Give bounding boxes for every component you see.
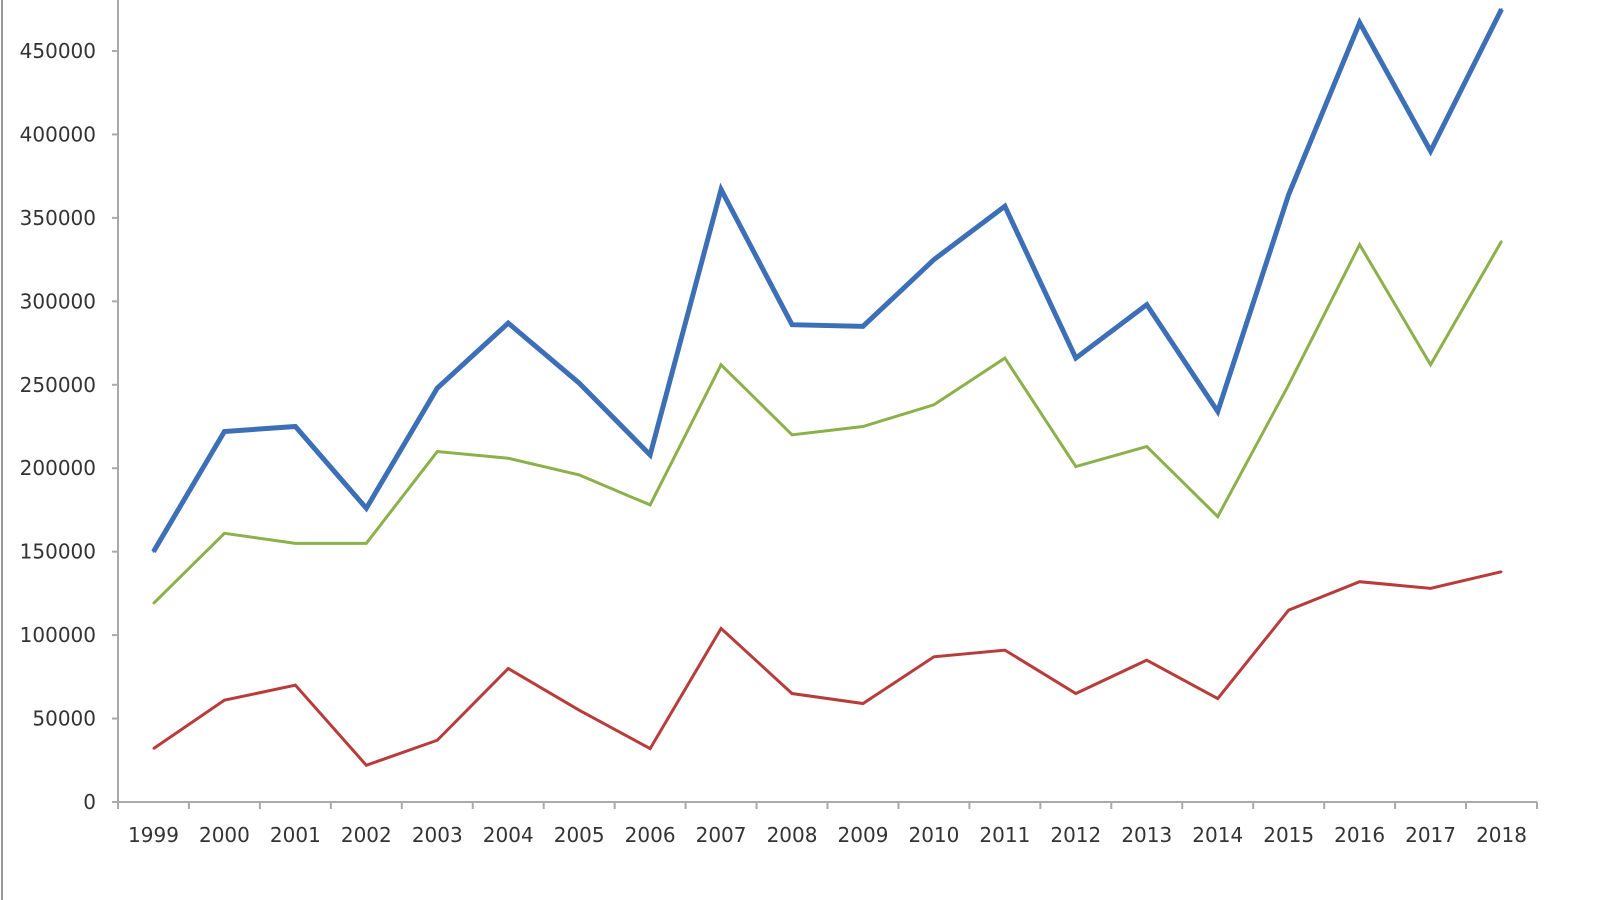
data-point: [1429, 150, 1432, 153]
data-point: [1287, 609, 1290, 612]
data-point: [649, 453, 652, 456]
data-point: [152, 747, 155, 750]
data-point: [365, 764, 368, 767]
data-point: [507, 667, 510, 670]
y-tick-label: 400000: [20, 122, 96, 146]
series-line-2: [152, 570, 1502, 768]
data-point: [1358, 243, 1361, 246]
x-tick-label: 2014: [1192, 823, 1243, 847]
data-point: [152, 602, 155, 605]
x-tick-label: 2009: [838, 823, 889, 847]
data-point: [791, 323, 794, 326]
data-point: [1287, 193, 1290, 196]
data-point: [152, 550, 155, 553]
data-point: [1074, 692, 1077, 695]
data-point: [1429, 363, 1432, 366]
data-point: [223, 699, 226, 702]
data-point: [365, 507, 368, 510]
data-point: [649, 503, 652, 506]
x-tick-label: 2016: [1334, 823, 1385, 847]
data-point: [436, 739, 439, 742]
data-point: [578, 473, 581, 476]
data-point: [932, 403, 935, 406]
data-point: [1216, 697, 1219, 700]
x-tick-label: 2004: [483, 823, 534, 847]
data-point: [1145, 303, 1148, 306]
x-tick-label: 2002: [341, 823, 392, 847]
data-point: [365, 542, 368, 545]
x-tick-label: 2003: [412, 823, 463, 847]
x-tick-label: 2005: [554, 823, 605, 847]
x-tick-label: 2013: [1121, 823, 1172, 847]
data-point: [578, 709, 581, 712]
data-point: [1500, 570, 1503, 573]
y-tick-label: 50000: [32, 707, 96, 731]
y-tick-label: 250000: [20, 373, 96, 397]
data-point: [1216, 410, 1219, 413]
data-point: [1216, 515, 1219, 518]
data-point: [1500, 8, 1503, 11]
data-point: [294, 684, 297, 687]
data-point: [1500, 240, 1503, 243]
y-tick-label: 300000: [20, 289, 96, 313]
data-point: [861, 325, 864, 328]
data-point: [294, 542, 297, 545]
y-tick-label: 100000: [20, 623, 96, 647]
x-tick-label: 2001: [270, 823, 321, 847]
data-point: [1145, 659, 1148, 662]
data-point: [294, 425, 297, 428]
data-point: [578, 382, 581, 385]
data-point: [1003, 357, 1006, 360]
data-point: [932, 258, 935, 261]
x-tick-label: 2007: [696, 823, 747, 847]
x-tick-label: 2010: [908, 823, 959, 847]
series-line-0: [151, 8, 1504, 553]
y-tick-label: 200000: [20, 456, 96, 480]
data-point: [1003, 205, 1006, 208]
x-tick-label: 2011: [979, 823, 1030, 847]
x-tick-label: 2008: [767, 823, 818, 847]
x-tick-label: 2012: [1050, 823, 1101, 847]
data-point: [436, 387, 439, 390]
data-point: [1429, 587, 1432, 590]
data-point: [507, 322, 510, 325]
data-point: [223, 532, 226, 535]
data-point: [861, 425, 864, 428]
x-tick-label: 1999: [128, 823, 179, 847]
data-point: [507, 457, 510, 460]
data-point: [720, 627, 723, 630]
x-tick-label: 2017: [1405, 823, 1456, 847]
data-point: [932, 655, 935, 658]
data-point: [791, 692, 794, 695]
x-tick-label: 2018: [1476, 823, 1527, 847]
data-point: [223, 430, 226, 433]
data-point: [1358, 580, 1361, 583]
data-point: [1074, 465, 1077, 468]
data-point: [720, 188, 723, 191]
y-tick-label: 150000: [20, 540, 96, 564]
data-point: [1287, 383, 1290, 386]
series-line-1: [152, 240, 1503, 605]
y-tick-label: 350000: [20, 206, 96, 230]
data-point: [436, 450, 439, 453]
y-tick-label: 450000: [20, 39, 96, 63]
data-point: [861, 702, 864, 705]
x-tick-label: 2000: [199, 823, 250, 847]
data-point: [1358, 21, 1361, 24]
x-tick-label: 2006: [625, 823, 676, 847]
y-tick-label: 0: [83, 790, 96, 814]
data-point: [720, 363, 723, 366]
data-point: [1003, 649, 1006, 652]
data-point: [649, 747, 652, 750]
data-point: [1074, 357, 1077, 360]
x-tick-label: 2015: [1263, 823, 1314, 847]
data-point: [1145, 445, 1148, 448]
data-point: [791, 433, 794, 436]
